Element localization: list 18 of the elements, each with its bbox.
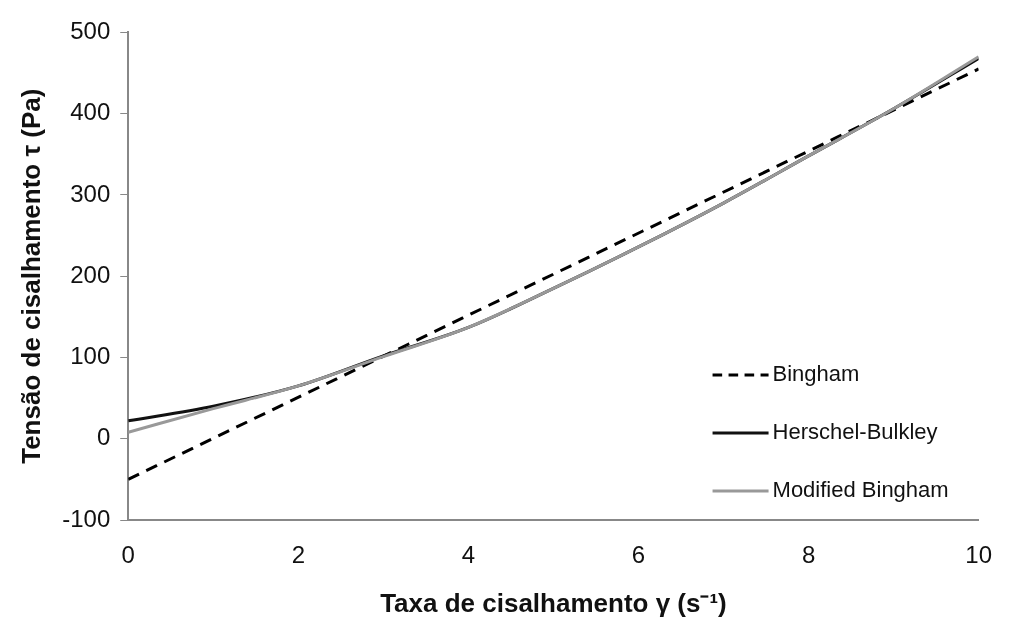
legend-label: Modified Bingham bbox=[772, 477, 949, 503]
x-tick-label: 0 bbox=[121, 541, 135, 569]
y-tick-label: -100 bbox=[62, 504, 111, 532]
x-tick-label: 2 bbox=[291, 541, 305, 569]
legend-label: Herschel-Bulkley bbox=[772, 419, 938, 445]
legend-label: Bingham bbox=[772, 361, 860, 387]
x-tick-label: 8 bbox=[801, 541, 816, 569]
y-tick-label: 500 bbox=[70, 17, 111, 45]
y-tick-label: 0 bbox=[96, 423, 111, 451]
y-tick-label: 200 bbox=[70, 260, 111, 288]
y-tick-label: 300 bbox=[70, 179, 111, 207]
y-tick-label: 400 bbox=[70, 98, 111, 126]
x-tick-label: 10 bbox=[965, 541, 992, 569]
x-tick-label: 6 bbox=[631, 541, 646, 569]
x-axis-title: Taxa de cisalhamento γ (s⁻¹) bbox=[380, 587, 727, 618]
y-tick-label: 100 bbox=[70, 342, 111, 370]
y-axis-title: Tensão de cisalhamento τ (Pa) bbox=[15, 88, 46, 464]
x-tick-label: 4 bbox=[461, 541, 476, 569]
